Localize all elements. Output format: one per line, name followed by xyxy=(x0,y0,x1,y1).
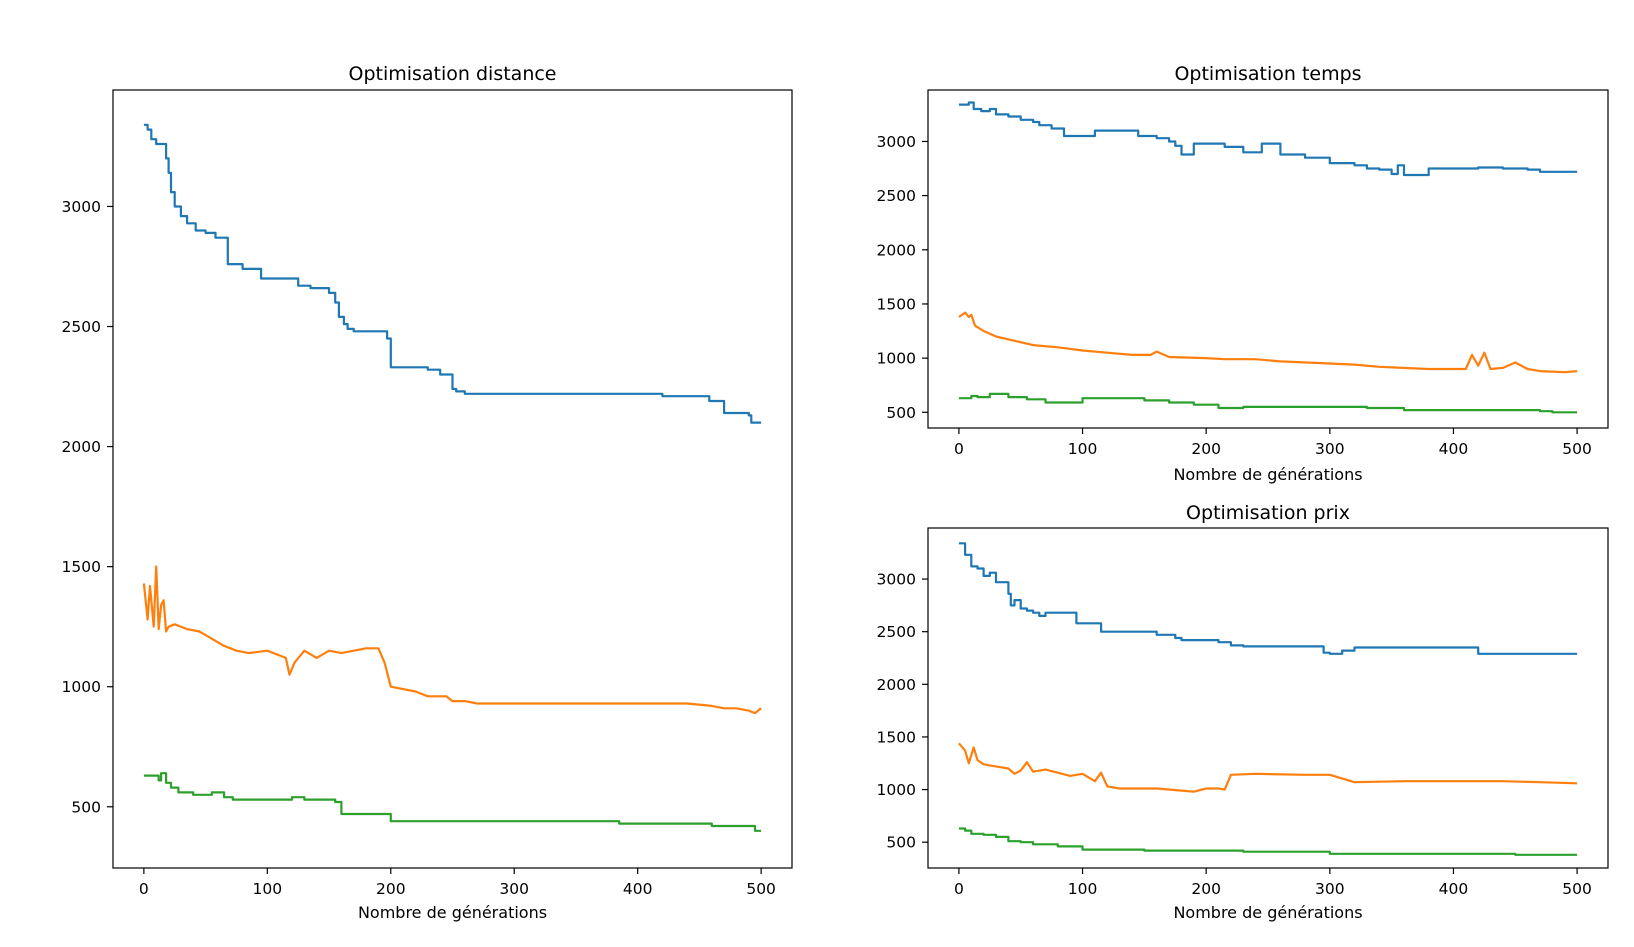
series-1-line xyxy=(143,123,762,424)
y-tick-label: 3000 xyxy=(877,133,916,151)
subplot-distance: Optimisation distance Nombre de générati… xyxy=(62,63,793,922)
y-tick-label: 1000 xyxy=(877,350,916,368)
y-tick-label: 1000 xyxy=(877,781,916,799)
subplot-temps: Optimisation temps Nombre de générations… xyxy=(877,63,1609,484)
x-tick-label: 0 xyxy=(954,440,964,458)
series-3-line xyxy=(958,392,1578,414)
x-tick-label: 300 xyxy=(1315,880,1345,898)
x-tick-label: 400 xyxy=(1439,440,1469,458)
x-tick-label: 0 xyxy=(954,880,964,898)
subplot-distance-title: Optimisation distance xyxy=(348,63,556,85)
x-tick-label: 400 xyxy=(623,880,653,898)
x-tick-label: 100 xyxy=(253,880,283,898)
y-tick-label: 500 xyxy=(71,798,101,816)
y-tick-label: 500 xyxy=(886,834,916,852)
x-tick-label: 200 xyxy=(1191,440,1221,458)
y-tick-label: 1500 xyxy=(877,295,916,313)
axes-frame xyxy=(112,89,793,869)
y-tick-label: 3000 xyxy=(62,198,101,216)
x-tick-label: 400 xyxy=(1439,880,1469,898)
series-1-line xyxy=(958,542,1578,655)
y-tick-label: 2500 xyxy=(62,318,101,336)
axes-frame xyxy=(927,527,1609,869)
series-1-line xyxy=(958,101,1578,177)
subplot-prix-title: Optimisation prix xyxy=(1186,502,1350,524)
series-2-line xyxy=(958,311,1578,374)
series-3-line xyxy=(143,772,762,832)
axes-frame xyxy=(927,89,1609,429)
x-tick-label: 500 xyxy=(1562,440,1592,458)
x-tick-label: 300 xyxy=(499,880,529,898)
y-tick-label: 3000 xyxy=(877,571,916,589)
x-tick-label: 0 xyxy=(139,880,149,898)
y-tick-label: 2000 xyxy=(877,676,916,694)
y-tick-label: 1500 xyxy=(62,558,101,576)
x-tick-label: 200 xyxy=(1191,880,1221,898)
y-tick-label: 2000 xyxy=(62,438,101,456)
y-tick-label: 1000 xyxy=(62,678,101,696)
x-tick-label: 200 xyxy=(376,880,406,898)
y-tick-label: 1500 xyxy=(877,728,916,746)
subplot-prix-xlabel: Nombre de générations xyxy=(1173,903,1362,922)
y-tick-label: 2500 xyxy=(877,623,916,641)
subplot-prix: Optimisation prix Nombre de générations … xyxy=(877,502,1609,922)
series-2-line xyxy=(142,565,762,715)
series-2-line xyxy=(958,742,1578,793)
x-tick-label: 100 xyxy=(1068,880,1098,898)
x-tick-label: 100 xyxy=(1068,440,1098,458)
subplot-distance-xlabel: Nombre de générations xyxy=(358,903,547,922)
y-tick-label: 2500 xyxy=(877,187,916,205)
y-tick-label: 500 xyxy=(886,404,916,422)
x-tick-label: 500 xyxy=(1562,880,1592,898)
x-tick-label: 500 xyxy=(746,880,776,898)
x-tick-label: 300 xyxy=(1315,440,1345,458)
subplot-temps-xlabel: Nombre de générations xyxy=(1173,465,1362,484)
subplot-temps-title: Optimisation temps xyxy=(1174,63,1361,85)
series-3-line xyxy=(958,827,1578,856)
y-tick-label: 2000 xyxy=(877,241,916,259)
